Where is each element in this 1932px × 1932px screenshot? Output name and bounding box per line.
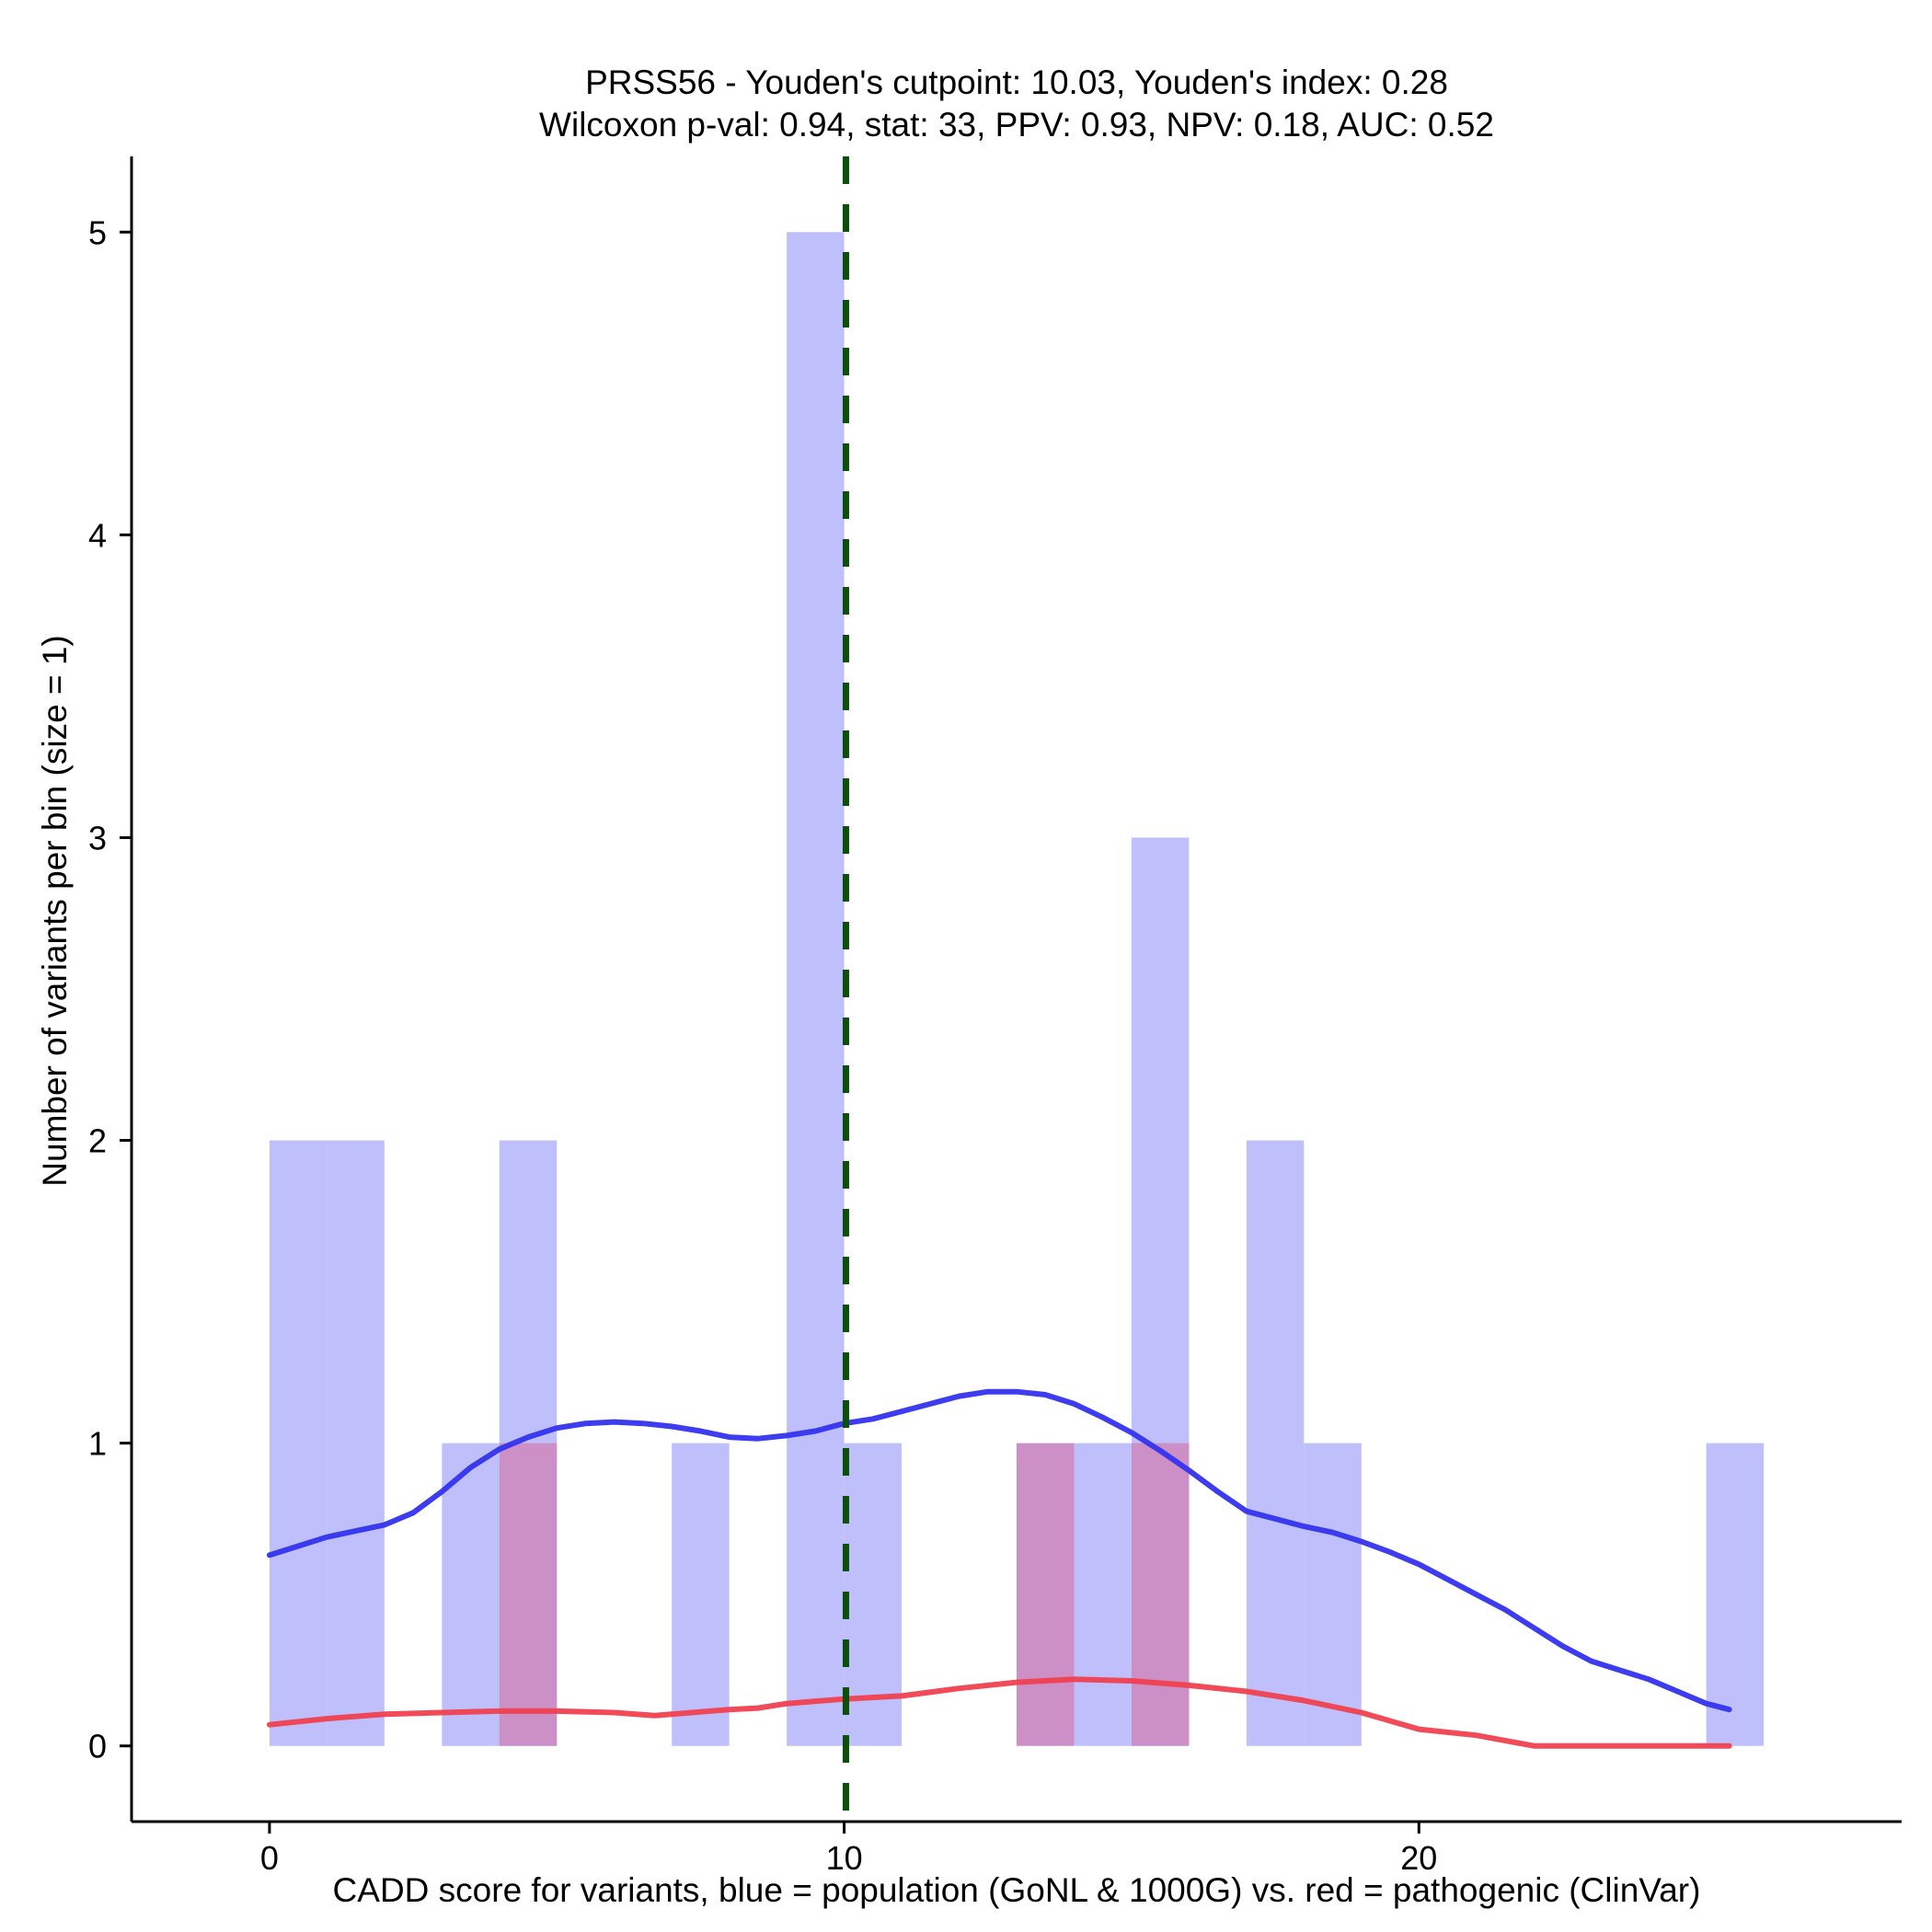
chart-title: PRSS56 - Youden's cutpoint: 10.03, Youde… (585, 63, 1448, 101)
pathogenic-bar-2 (1131, 1443, 1190, 1746)
population-bar-2 (442, 1443, 500, 1746)
y-tick-label-2: 2 (88, 1122, 107, 1160)
population-bar-1 (327, 1140, 385, 1746)
population-density-curve (266, 1388, 1732, 1713)
pathogenic-bar-1 (1017, 1443, 1075, 1746)
population-bar-4 (672, 1443, 730, 1746)
x-tick-label-0: 0 (260, 1839, 279, 1877)
population-bar-9 (1246, 1140, 1305, 1746)
x-tick-label-20: 20 (1400, 1839, 1437, 1877)
y-axis-label: Number of variants per bin (size = 1) (36, 635, 74, 1186)
density-curves (266, 1388, 1732, 1749)
axes (130, 156, 1902, 1823)
population-bar-0 (269, 1140, 328, 1746)
population-bar-11 (1706, 1443, 1765, 1746)
y-tick-label-1: 1 (88, 1425, 107, 1463)
y-tick-label-5: 5 (88, 213, 107, 251)
x-tick-label-10: 10 (826, 1839, 863, 1877)
y-tick-label-4: 4 (88, 516, 107, 554)
tick-marks: 0 10 20 0 1 2 3 4 5 (88, 213, 1437, 1877)
chart-subtitle: Wilcoxon p-val: 0.94, stat: 33, PPV: 0.9… (539, 106, 1494, 144)
pathogenic-bars (499, 1443, 1190, 1746)
y-tick-label-0: 0 (88, 1728, 107, 1765)
population-bar-7 (1074, 1443, 1132, 1746)
y-tick-label-3: 3 (88, 819, 107, 857)
pathogenic-density-curve (266, 1676, 1732, 1749)
pathogenic-bar-0 (499, 1443, 558, 1746)
x-axis-label: CADD score for variants, blue = populati… (333, 1871, 1701, 1909)
population-bar-5 (787, 232, 845, 1746)
population-bar-10 (1304, 1443, 1362, 1746)
